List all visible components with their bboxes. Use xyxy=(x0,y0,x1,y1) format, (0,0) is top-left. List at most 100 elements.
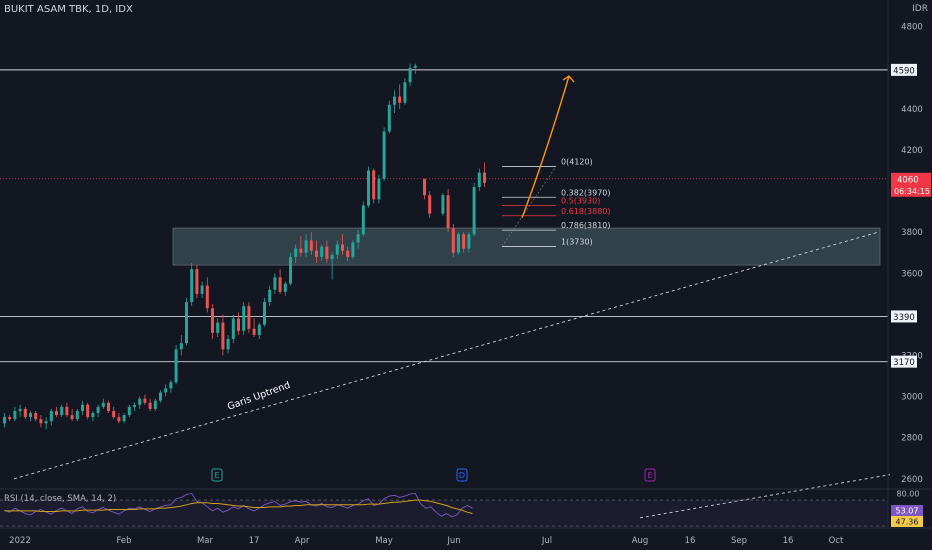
candle-body xyxy=(221,322,225,350)
y-tick-label: 4800 xyxy=(901,23,923,33)
candle-body xyxy=(60,406,64,416)
candle-body xyxy=(148,402,152,409)
candle-body xyxy=(320,246,324,257)
rsi-value-badge xyxy=(891,505,923,516)
candle-body xyxy=(231,318,235,340)
candle-body xyxy=(138,398,142,405)
candle-body xyxy=(382,131,386,179)
x-tick-label: 2022 xyxy=(9,536,31,546)
candle-body xyxy=(304,240,308,253)
x-tick-label: Jun xyxy=(446,536,460,546)
x-tick-label: Mar xyxy=(197,536,214,546)
candle-body xyxy=(294,248,298,257)
rsi-sma-badge xyxy=(891,516,923,527)
fib-label-0: 0(4120) xyxy=(561,157,593,166)
candle-body xyxy=(398,96,402,103)
candle-body xyxy=(185,302,188,344)
candle-body xyxy=(122,415,126,422)
y-tick-label: 3800 xyxy=(901,228,923,238)
candle-body xyxy=(211,308,214,333)
candle-body xyxy=(133,404,136,407)
level-badge-label-2: 3170 xyxy=(893,358,915,368)
candle-body xyxy=(387,104,391,132)
y-tick-label: 2800 xyxy=(901,434,923,444)
candle-body xyxy=(23,408,27,418)
event-marker-0 xyxy=(211,468,223,482)
candle-body xyxy=(34,413,38,420)
candle-body xyxy=(341,244,344,251)
candle-body xyxy=(451,228,455,253)
candle-body xyxy=(18,408,22,411)
candle-body xyxy=(428,195,432,214)
candle-body xyxy=(112,410,116,418)
y-tick-label: 4400 xyxy=(901,105,923,115)
candle-body xyxy=(143,398,147,403)
candle-body xyxy=(252,328,256,335)
fib-label-2: 0.5(3930) xyxy=(561,196,600,205)
x-tick-label: Aug xyxy=(632,536,649,546)
x-tick-label: May xyxy=(375,536,393,546)
candle-body xyxy=(467,234,471,249)
candle-body xyxy=(242,306,246,331)
candle-body xyxy=(179,343,183,350)
candle-body xyxy=(393,96,396,105)
level-badge-label-1: 3390 xyxy=(893,313,915,323)
projection-arrowhead xyxy=(562,75,575,83)
rsi-title: RSI (14, close, SMA, 14, 2) xyxy=(4,494,117,504)
candle-body xyxy=(403,82,407,103)
candle-body xyxy=(3,417,6,424)
x-tick-label: 16 xyxy=(783,536,794,546)
candle-body xyxy=(477,172,481,187)
candle-body xyxy=(278,277,282,292)
fib-label-3: 0.618(3880) xyxy=(561,207,611,216)
candle-body xyxy=(335,244,339,255)
candle-body xyxy=(55,410,58,416)
candle-body xyxy=(361,205,365,235)
candle-body xyxy=(247,306,251,329)
candle-body xyxy=(446,195,450,229)
rsi-value-label: 53.07 xyxy=(896,507,919,516)
x-tick-label: Jul xyxy=(541,536,552,546)
y-tick-label: 3000 xyxy=(901,393,923,403)
candle-body xyxy=(351,242,355,257)
candle-body xyxy=(81,404,84,411)
projection-arrow xyxy=(521,75,570,219)
candle-body xyxy=(86,404,90,418)
candle-body xyxy=(117,417,121,422)
x-tick-label: Sep xyxy=(731,536,747,546)
event-marker-label-2: E xyxy=(647,471,652,480)
rsi-band xyxy=(0,500,888,527)
level-badge-0 xyxy=(891,63,917,76)
candle-body xyxy=(49,410,53,422)
candle-body xyxy=(39,419,43,424)
candle-body xyxy=(346,250,350,257)
rsi-sma-line xyxy=(4,499,473,515)
candle-body xyxy=(75,410,79,420)
candle-body xyxy=(356,234,360,243)
candle-body xyxy=(263,302,266,325)
uptrend-line xyxy=(13,231,879,480)
candle-body xyxy=(169,382,173,389)
symbol-title: BUKIT ASAM TBK, 1D, IDX xyxy=(4,4,133,15)
candle-body xyxy=(457,234,460,253)
candle-body xyxy=(153,400,157,409)
candle-body xyxy=(413,65,417,68)
event-marker-label-0: E xyxy=(214,471,219,480)
trendline-label: Garis Uptrend xyxy=(226,380,292,413)
candle-body xyxy=(164,388,168,393)
rsi-level-label: 80.00 xyxy=(897,489,920,498)
candle-body xyxy=(325,246,329,259)
countdown-label: 06:34:15 xyxy=(894,187,930,196)
candle-body xyxy=(44,421,48,424)
candle-body xyxy=(237,318,240,331)
level-badge-1 xyxy=(891,310,917,323)
candle-body xyxy=(367,170,370,206)
x-tick-label: Oct xyxy=(829,536,844,546)
current-price-label: 4060 xyxy=(897,175,919,185)
candle-body xyxy=(96,406,100,414)
candle-body xyxy=(268,289,272,303)
candle-body xyxy=(462,234,466,249)
x-tick-label: Feb xyxy=(116,536,131,546)
